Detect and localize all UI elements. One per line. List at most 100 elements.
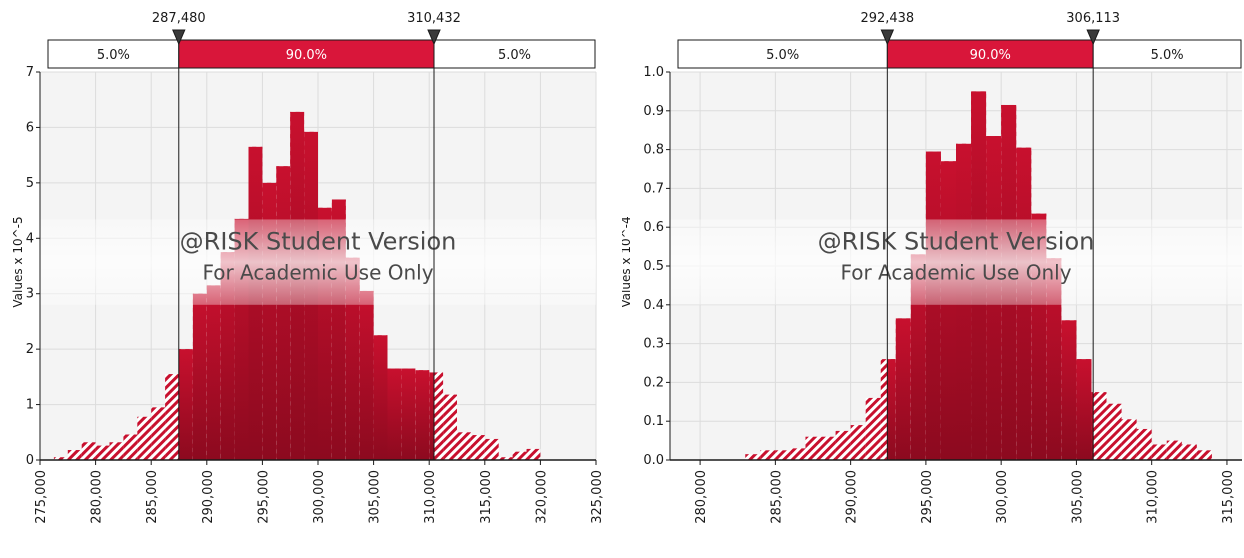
y-tick-label: 3 (26, 287, 34, 302)
x-tick-label: 305,000 (1070, 470, 1085, 524)
histogram-bar (865, 397, 881, 460)
histogram-bar (498, 457, 513, 460)
watermark-subtitle: For Academic Use Only (840, 260, 1071, 284)
histogram-bar (1181, 444, 1197, 460)
y-tick-label: 0.6 (643, 220, 664, 235)
histogram-bar (345, 257, 360, 460)
histogram-bar (1076, 359, 1092, 460)
histogram-bar (1121, 419, 1137, 460)
x-tick-label: 310,000 (1146, 470, 1161, 524)
percentile-marker-handle[interactable] (172, 29, 186, 46)
y-tick-label: 0.9 (643, 104, 664, 119)
histogram-bar (880, 359, 896, 460)
y-tick-label: 0.3 (643, 337, 664, 352)
band-right[interactable] (1092, 39, 1242, 69)
y-tick-label: 1 (26, 398, 34, 413)
x-tick-label: 300,000 (995, 470, 1010, 524)
x-tick-label: 295,000 (920, 470, 935, 524)
band-middle-label: 90.0% (286, 48, 327, 63)
histogram-bar (1151, 444, 1167, 460)
histogram-bar (179, 349, 193, 460)
percentile-marker-handle[interactable] (880, 29, 895, 46)
histogram-bar (512, 451, 527, 460)
histogram-bar (415, 370, 430, 460)
band-middle-label: 90.0% (970, 48, 1011, 63)
histogram-bar (443, 394, 457, 460)
percentile-marker-label: 310,432 (407, 11, 461, 26)
x-tick-label: 290,000 (201, 470, 216, 524)
histogram-bar (1106, 403, 1122, 460)
histogram-bar (359, 290, 374, 460)
y-axis-label: Values x 10^-5 (11, 216, 25, 307)
y-tick-label: 2 (26, 342, 34, 357)
histogram-bar (910, 254, 926, 460)
y-tick-label: 0.7 (643, 181, 664, 196)
histogram-bar (192, 293, 207, 460)
band-right[interactable] (433, 39, 596, 69)
x-tick-label: 295,000 (256, 470, 271, 524)
y-tick-label: 4 (26, 231, 34, 246)
histogram-bar (760, 450, 776, 460)
x-tick-label: 285,000 (145, 470, 160, 524)
histogram-bar (429, 372, 444, 460)
x-tick-label: 325,000 (590, 470, 605, 524)
histogram-bar (1046, 258, 1062, 460)
histogram-bar (895, 318, 911, 460)
histogram-bar (484, 438, 499, 460)
x-tick-label: 315,000 (1221, 470, 1236, 524)
histogram-bar (526, 448, 541, 460)
x-tick-label: 305,000 (368, 470, 383, 524)
histogram-bar (137, 416, 152, 460)
y-tick-label: 0.5 (643, 259, 664, 274)
histogram-bar (276, 166, 291, 460)
histogram-bar (925, 151, 941, 461)
watermark-title: @RISK Student Version (818, 227, 1095, 255)
histogram-bar (401, 368, 416, 460)
y-tick-label: 0.0 (643, 453, 664, 468)
y-tick-label: 0 (26, 453, 34, 468)
histogram-bar (81, 442, 96, 460)
x-tick-label: 280,000 (694, 470, 709, 524)
histogram-bar (820, 436, 836, 460)
x-tick-label: 310,000 (423, 470, 438, 524)
y-tick-label: 1.0 (643, 65, 664, 80)
histogram-bar (109, 442, 124, 460)
x-tick-label: 290,000 (845, 470, 860, 524)
y-tick-label: 6 (26, 120, 34, 135)
x-tick-label: 275,000 (34, 470, 49, 524)
percentile-marker-handle[interactable] (427, 29, 441, 46)
band-left[interactable] (47, 39, 180, 69)
x-tick-label: 300,000 (312, 470, 327, 524)
percentile-marker-handle[interactable] (1086, 29, 1100, 46)
histogram-chart-left: @RISK Student Version For Academic Use On… (11, 11, 605, 524)
histogram-bar (53, 457, 68, 460)
histogram-bar (123, 434, 138, 460)
histogram-bar (457, 432, 471, 460)
y-axis-label: Values x 10^-4 (622, 216, 633, 307)
band-right-label: 5.0% (498, 48, 531, 63)
histogram-bar (835, 430, 851, 460)
percentile-marker-label: 306,113 (1066, 11, 1120, 26)
histogram-bar (940, 161, 956, 461)
histogram-bar (206, 285, 221, 460)
histogram-bar (1166, 440, 1182, 460)
histogram-bar (151, 407, 166, 460)
histogram-bar (745, 454, 761, 460)
band-left-label: 5.0% (766, 48, 799, 63)
watermark-title: @RISK Student Version (180, 227, 457, 255)
band-right-label: 5.0% (1151, 48, 1184, 63)
histogram-bar (470, 435, 485, 460)
x-tick-label: 320,000 (534, 470, 549, 524)
histogram-bar (373, 335, 388, 460)
histogram-bar (1091, 392, 1107, 460)
x-tick-label: 285,000 (769, 470, 784, 524)
band-left-label: 5.0% (97, 48, 130, 63)
histogram-bar (1061, 320, 1077, 460)
y-tick-label: 7 (26, 65, 34, 80)
histogram-chart-right: @RISK Student Version For Academic Use On… (622, 11, 1242, 524)
x-tick-label: 280,000 (90, 470, 105, 524)
band-left[interactable] (677, 39, 888, 69)
y-tick-label: 0.4 (643, 298, 664, 313)
band-middle[interactable] (178, 39, 435, 69)
histogram-bar (775, 450, 791, 460)
